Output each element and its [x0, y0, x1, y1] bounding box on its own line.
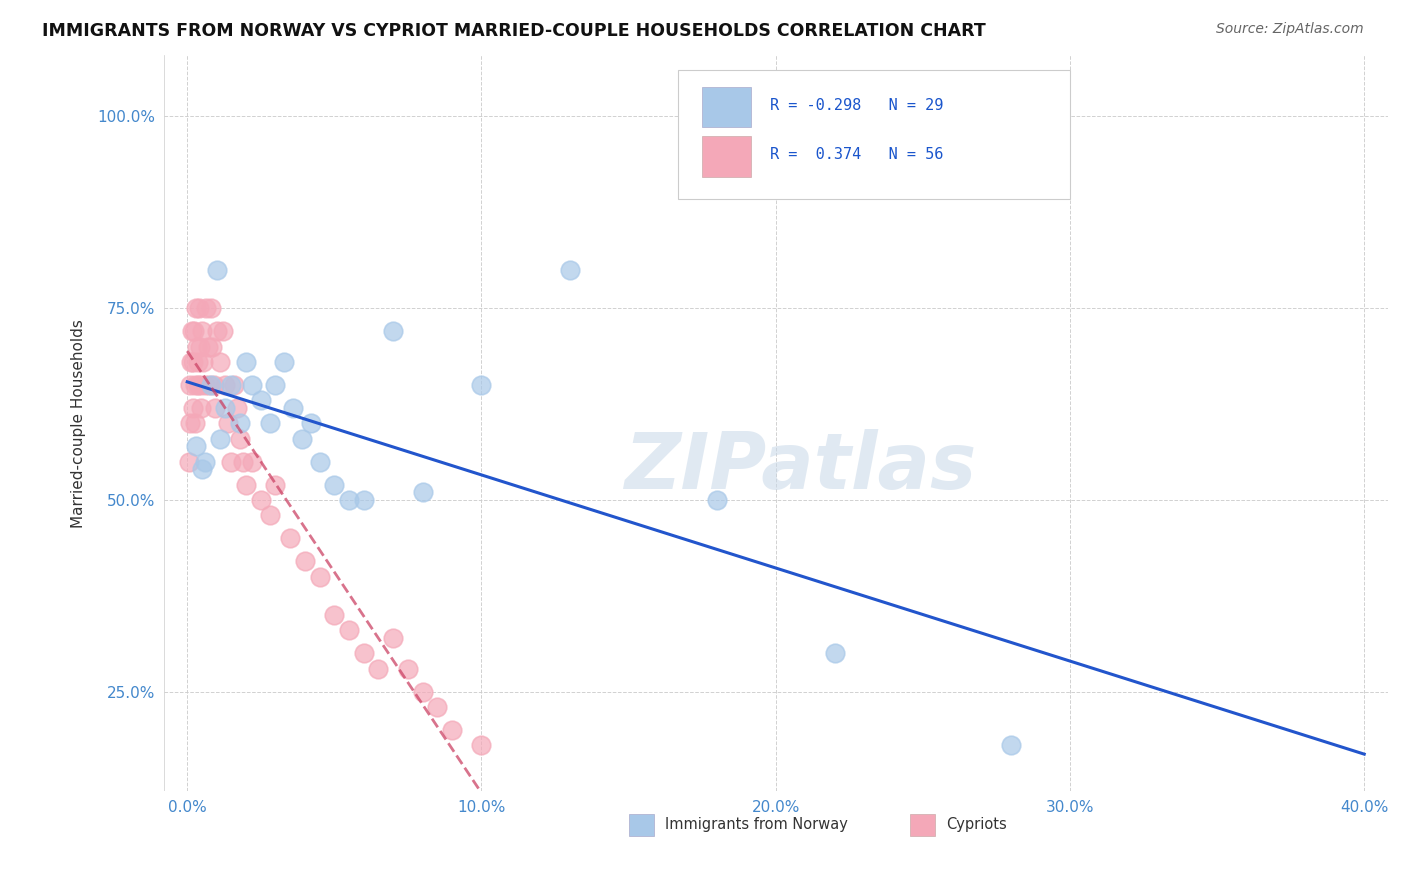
Point	[226, 401, 249, 415]
Point	[353, 646, 375, 660]
Point	[214, 377, 236, 392]
Point	[180, 324, 202, 338]
Y-axis label: Married-couple Households: Married-couple Households	[72, 318, 86, 528]
Text: IMMIGRANTS FROM NORWAY VS CYPRIOT MARRIED-COUPLE HOUSEHOLDS CORRELATION CHART: IMMIGRANTS FROM NORWAY VS CYPRIOT MARRIE…	[42, 22, 986, 40]
Point	[191, 462, 214, 476]
Bar	[702, 136, 751, 177]
Point	[190, 377, 212, 392]
Point	[412, 684, 434, 698]
Point	[221, 454, 243, 468]
Point	[299, 416, 322, 430]
Text: R = -0.298   N = 29: R = -0.298 N = 29	[769, 98, 943, 112]
Point	[181, 401, 204, 415]
Point	[197, 339, 219, 353]
Point	[186, 355, 208, 369]
Point	[264, 477, 287, 491]
Point	[201, 339, 224, 353]
Point	[200, 377, 222, 392]
Point	[259, 508, 281, 523]
Text: Immigrants from Norway: Immigrants from Norway	[665, 817, 848, 832]
Point	[195, 301, 218, 315]
Point	[706, 492, 728, 507]
FancyBboxPatch shape	[678, 70, 1070, 199]
Bar	[702, 87, 751, 128]
Point	[194, 377, 217, 392]
Point	[396, 661, 419, 675]
Point	[204, 401, 226, 415]
Point	[200, 301, 222, 315]
Text: ZIPatlas: ZIPatlas	[624, 429, 976, 506]
Point	[190, 401, 212, 415]
Point	[205, 263, 228, 277]
Point	[337, 492, 360, 507]
Point	[221, 377, 243, 392]
Point	[235, 355, 257, 369]
Point	[283, 401, 305, 415]
Text: Cypriots: Cypriots	[946, 817, 1007, 832]
Point	[191, 324, 214, 338]
Point	[184, 301, 207, 315]
Point	[193, 355, 215, 369]
Point	[470, 377, 492, 392]
Point	[235, 477, 257, 491]
Point	[382, 324, 405, 338]
Point	[308, 569, 330, 583]
Point	[382, 631, 405, 645]
Point	[198, 377, 221, 392]
Point	[323, 477, 346, 491]
Point	[214, 401, 236, 415]
Point	[208, 355, 231, 369]
Point	[470, 738, 492, 752]
Point	[1000, 738, 1022, 752]
Point	[412, 485, 434, 500]
Point	[337, 624, 360, 638]
Point	[217, 416, 239, 430]
Point	[291, 432, 314, 446]
Point	[259, 416, 281, 430]
Point	[179, 377, 201, 392]
Point	[224, 377, 246, 392]
Point	[240, 377, 263, 392]
Point	[558, 263, 581, 277]
Point	[184, 439, 207, 453]
Point	[426, 699, 449, 714]
Point	[240, 454, 263, 468]
Point	[179, 416, 201, 430]
Point	[180, 355, 202, 369]
Point	[177, 454, 200, 468]
Point	[194, 454, 217, 468]
Point	[249, 393, 271, 408]
Point	[273, 355, 295, 369]
Point	[308, 454, 330, 468]
Point	[294, 554, 316, 568]
Point	[232, 454, 254, 468]
Point	[441, 723, 464, 737]
Point	[229, 432, 252, 446]
Point	[211, 324, 233, 338]
Point	[187, 377, 209, 392]
Point	[353, 492, 375, 507]
Point	[183, 324, 205, 338]
Point	[278, 531, 301, 545]
Point	[188, 301, 211, 315]
Point	[184, 416, 207, 430]
Point	[183, 377, 205, 392]
Point	[181, 355, 204, 369]
Point	[188, 339, 211, 353]
Point	[186, 339, 208, 353]
Point	[205, 324, 228, 338]
Point	[202, 377, 225, 392]
Point	[824, 646, 846, 660]
Point	[208, 432, 231, 446]
Point	[323, 607, 346, 622]
Point	[264, 377, 287, 392]
Point	[367, 661, 389, 675]
Point	[229, 416, 252, 430]
Text: Source: ZipAtlas.com: Source: ZipAtlas.com	[1216, 22, 1364, 37]
Point	[249, 492, 271, 507]
Text: R =  0.374   N = 56: R = 0.374 N = 56	[769, 147, 943, 162]
